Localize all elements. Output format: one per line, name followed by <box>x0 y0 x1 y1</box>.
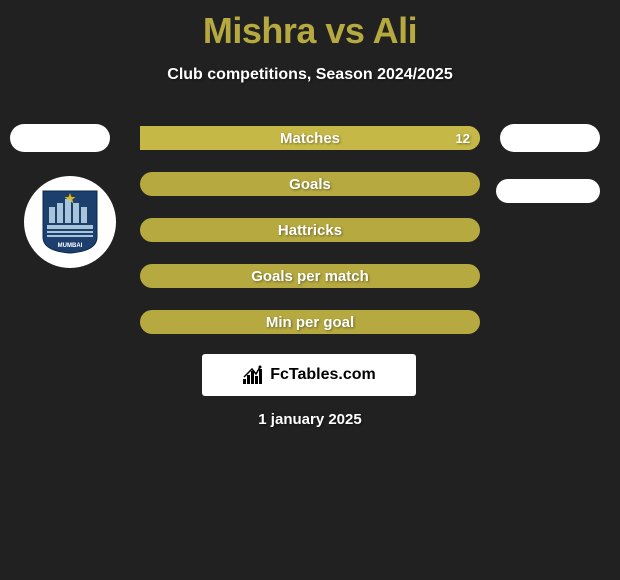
bar-label: Hattricks <box>278 222 342 239</box>
stat-bar: Min per goal <box>140 310 480 334</box>
brand-box: FcTables.com <box>202 354 416 396</box>
player-left-pill <box>10 124 110 152</box>
bar-label: Min per goal <box>266 314 354 331</box>
date-label: 1 january 2025 <box>0 411 620 428</box>
club-right-logo-pill <box>496 179 600 203</box>
page-title: Mishra vs Ali <box>0 0 620 52</box>
stat-bar: Goals <box>140 172 480 196</box>
subtitle: Club competitions, Season 2024/2025 <box>0 66 620 84</box>
svg-text:MUMBAI: MUMBAI <box>58 243 83 249</box>
bar-value-right: 12 <box>456 131 470 146</box>
bar-label: Matches <box>280 130 340 147</box>
bar-label: Goals <box>289 176 331 193</box>
player-right-pill <box>500 124 600 152</box>
brand-text: FcTables.com <box>270 366 376 384</box>
comparison-bars: Matches 12 Goals Hattricks Goals per match Mi… <box>140 126 480 356</box>
mumbai-city-crest-icon: MUMBAI <box>41 189 99 255</box>
stat-bar: Matches 12 <box>140 126 480 150</box>
fctables-logo-icon <box>242 365 266 385</box>
stat-bar: Goals per match <box>140 264 480 288</box>
stat-bar: Hattricks <box>140 218 480 242</box>
bar-label: Goals per match <box>251 268 369 285</box>
club-left-logo-container: MUMBAI <box>24 176 116 268</box>
